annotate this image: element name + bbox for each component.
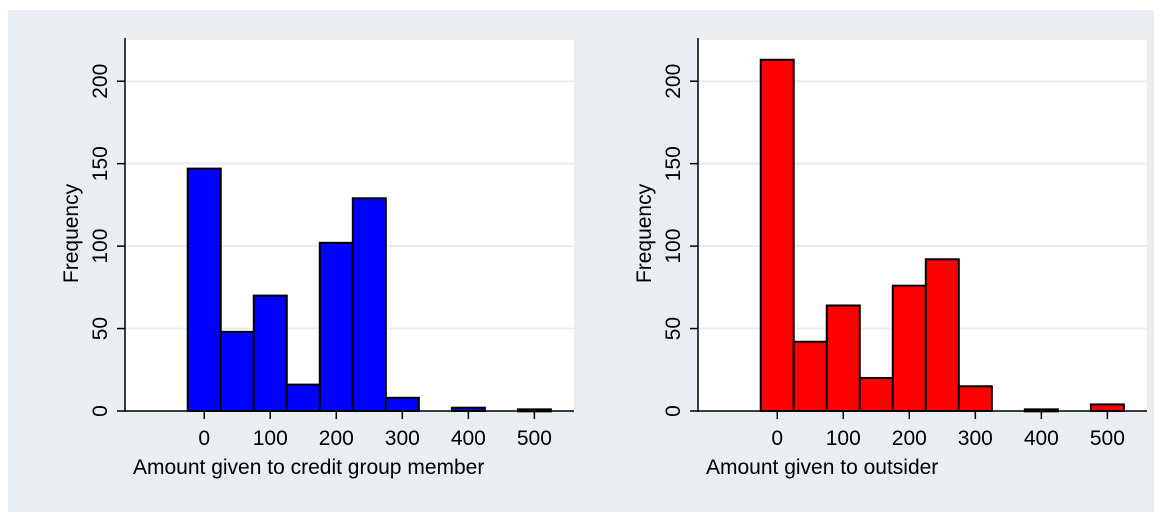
x-tick-label-400: 400 (451, 427, 486, 450)
x-tick-label-200: 200 (319, 427, 354, 450)
y-tick-label-50: 50 (89, 317, 112, 340)
x-tick-label-300: 300 (958, 427, 993, 450)
bar-outsider--25-25 (759, 58, 795, 413)
x-tick-label-100: 100 (253, 427, 288, 450)
figure-background: 0 50 100 150 200 0 100 200 300 400 500 Amount given… (8, 10, 1154, 512)
bar-credit-member-175-225 (318, 241, 354, 412)
x-axis-title-credit-member: Amount given to credit group member (133, 456, 484, 479)
bar-credit-member-25-75 (219, 330, 255, 412)
y-tick-label-100: 100 (662, 229, 685, 264)
y-tick-label-100: 100 (89, 229, 112, 264)
x-tick-label-500: 500 (1090, 427, 1125, 450)
chart-outsider: 0 50 100 150 200 0 100 200 300 400 500 Amount given… (633, 38, 1147, 479)
bar-outsider-275-325 (957, 385, 993, 412)
bar-credit-member--25-25 (186, 167, 222, 412)
y-tick-label-150: 150 (89, 146, 112, 181)
bar-outsider-175-225 (891, 284, 927, 412)
y-tick-label-150: 150 (662, 146, 685, 181)
x-tick-label-400: 400 (1024, 427, 1059, 450)
y-tick-label-200: 200 (89, 64, 112, 99)
y-axis-title-outsider: Frequency (633, 183, 656, 283)
bar-outsider-475-525 (1089, 403, 1125, 413)
x-tick-label-200: 200 (892, 427, 927, 450)
y-tick-label-200: 200 (662, 64, 685, 99)
x-axis-title-outsider: Amount given to outsider (706, 456, 938, 479)
x-tick-label-500: 500 (517, 427, 552, 450)
chart-credit-member: 0 50 100 150 200 0 100 200 300 400 500 Amount given… (60, 38, 574, 479)
bar-outsider-75-125 (825, 304, 861, 412)
x-tick-label-0: 0 (771, 427, 783, 450)
y-tick-label-50: 50 (662, 317, 685, 340)
x-tick-label-0: 0 (198, 427, 210, 450)
bar-credit-member-225-275 (351, 197, 387, 412)
bar-credit-member-275-325 (384, 396, 420, 413)
x-tick-label-300: 300 (385, 427, 420, 450)
bar-credit-member-125-175 (285, 383, 321, 412)
y-axis-title-credit-member: Frequency (60, 183, 83, 283)
bar-outsider-225-275 (924, 258, 960, 412)
bar-outsider-125-175 (858, 377, 894, 412)
x-tick-label-100: 100 (826, 427, 861, 450)
bar-outsider-25-75 (792, 340, 828, 413)
y-tick-label-0: 0 (662, 405, 685, 417)
bar-credit-member-75-125 (252, 294, 288, 413)
y-tick-label-0: 0 (89, 405, 112, 417)
